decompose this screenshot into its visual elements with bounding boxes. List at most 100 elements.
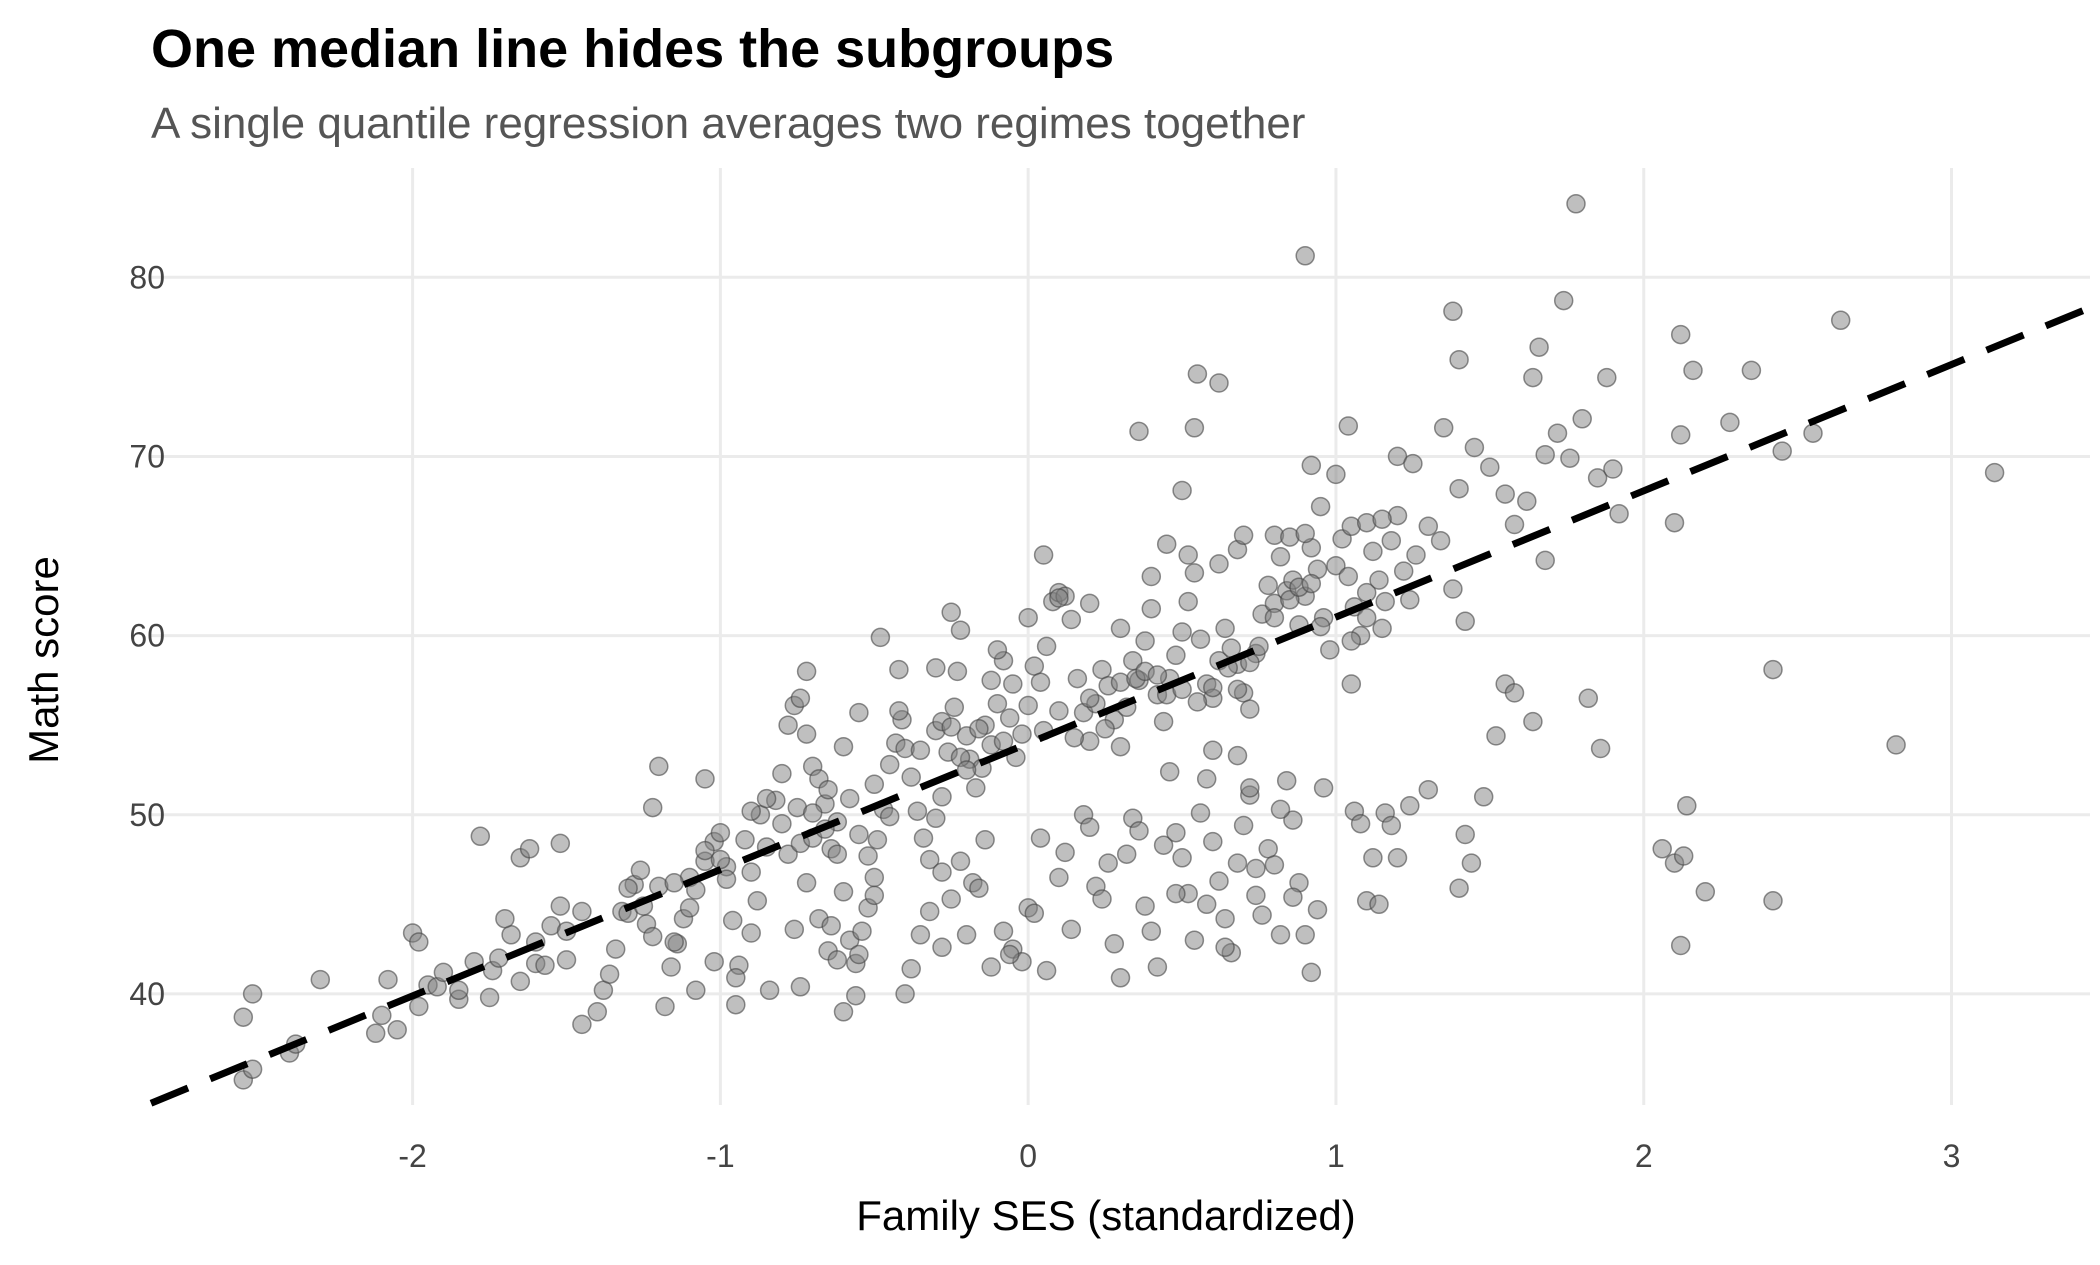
data-point [821, 916, 841, 936]
data-point [827, 950, 848, 970]
data-point [1590, 738, 1611, 759]
data-point [1363, 541, 1383, 562]
data-point [1372, 509, 1392, 529]
data-point [1258, 839, 1278, 859]
data-point [618, 878, 638, 898]
x-tick-label: -2 [398, 1138, 426, 1174]
data-point [1209, 373, 1229, 393]
data-point [864, 867, 885, 888]
y-axis-title: Math score [20, 556, 67, 764]
data-point [741, 923, 761, 943]
data-point [1449, 349, 1469, 370]
data-point [1535, 550, 1555, 571]
data-point [846, 985, 866, 1006]
data-point [849, 944, 869, 965]
data-point [1264, 607, 1285, 628]
data-point [1449, 478, 1469, 499]
data-point [895, 984, 915, 1004]
data-point [1597, 367, 1617, 388]
data-point [1215, 618, 1235, 639]
data-point [1110, 968, 1131, 988]
data-point [1449, 878, 1469, 898]
data-point [1741, 360, 1762, 381]
data-point [387, 1020, 407, 1040]
data-point [710, 822, 731, 843]
y-tick-label: 40 [129, 976, 165, 1012]
data-point [556, 950, 577, 970]
data-point [716, 869, 737, 890]
data-point [1356, 607, 1377, 628]
data-point [1313, 778, 1334, 798]
data-point [932, 862, 952, 882]
data-point [1381, 530, 1402, 551]
data-point [378, 969, 398, 990]
data-point [572, 1014, 592, 1035]
x-axis-title: Family SES (standardized) [856, 1192, 1356, 1239]
data-point [642, 797, 663, 818]
data-point [1172, 848, 1192, 868]
data-point [1079, 593, 1100, 614]
data-point [1455, 824, 1475, 845]
data-point [599, 964, 620, 984]
data-point [1486, 726, 1506, 746]
data-point [839, 788, 860, 809]
data-point [470, 826, 491, 847]
data-point [1433, 418, 1454, 438]
data-point [1480, 457, 1500, 477]
data-point [1326, 464, 1346, 485]
data-point [910, 740, 931, 761]
data-point [833, 736, 854, 757]
data-point [679, 898, 700, 918]
data-point [747, 891, 768, 911]
data-point [993, 921, 1014, 941]
data-point [593, 980, 614, 1001]
data-point [1049, 588, 1069, 608]
data-point [1104, 934, 1125, 954]
data-point [1172, 622, 1192, 642]
data-point [1307, 899, 1328, 920]
data-point [756, 788, 777, 809]
data-point [833, 882, 854, 902]
data-point [1055, 842, 1075, 863]
data-point [1587, 468, 1608, 488]
data-point [695, 840, 715, 861]
data-point [1129, 821, 1149, 841]
data-point [889, 659, 909, 680]
data-point [1406, 545, 1426, 565]
data-point [1535, 444, 1555, 465]
data-point [1064, 727, 1085, 748]
data-point [1203, 831, 1223, 852]
data-point [1341, 674, 1362, 694]
data-point [1036, 960, 1057, 981]
data-point [1572, 409, 1592, 429]
data-point [956, 760, 977, 780]
data-point [879, 754, 900, 775]
data-point [1061, 609, 1082, 630]
data-point [605, 939, 626, 959]
data-point [1443, 579, 1463, 599]
data-point [1670, 324, 1691, 345]
data-point [944, 697, 965, 718]
data-point [879, 806, 900, 827]
data-point [519, 839, 540, 859]
data-point [1196, 894, 1217, 915]
data-point [1135, 896, 1155, 916]
data-point [987, 640, 1008, 660]
data-point [796, 724, 817, 744]
data-point [1547, 423, 1568, 443]
data-point [1153, 835, 1174, 855]
data-point [1116, 844, 1137, 864]
data-point [1418, 779, 1439, 800]
data-point [1141, 921, 1162, 941]
data-point [759, 980, 780, 1001]
data-point [1227, 679, 1248, 700]
data-point [664, 932, 684, 952]
data-point [1184, 418, 1205, 438]
data-point [1061, 919, 1082, 940]
data-point [1264, 855, 1285, 875]
y-axis-ticks: 40 50 60 70 80 [129, 259, 165, 1012]
data-point [1578, 688, 1599, 709]
data-point [1984, 462, 2005, 483]
data-point [1283, 810, 1303, 830]
data-point [1683, 360, 1703, 381]
